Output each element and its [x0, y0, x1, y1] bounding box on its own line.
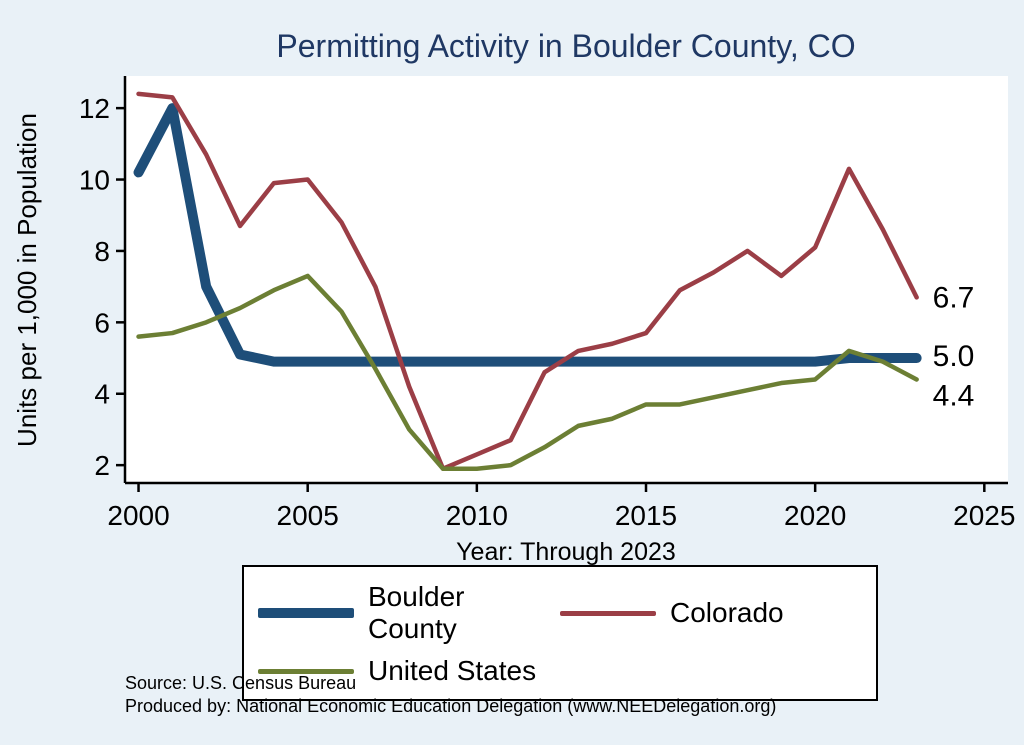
- legend-label: Boulder County: [368, 581, 465, 644]
- series-line-boulder_county: [133, 103, 922, 367]
- end-label-united_states: 4.4: [933, 379, 975, 412]
- boulder-county-line-swatch: [258, 608, 354, 618]
- axis-ticks: 2000 2005 2010 2015 2020 2025 2 4 6 8 10 12: [79, 93, 1016, 530]
- y-tick-label: 12: [79, 93, 110, 124]
- united-states-line-swatch: [258, 668, 354, 674]
- series-line-colorado: [136, 91, 919, 471]
- x-tick-label: 2025: [953, 500, 1015, 530]
- legend-item-colorado: Colorado: [560, 581, 862, 645]
- plot-background: [125, 76, 1008, 483]
- y-tick-label: 8: [94, 236, 110, 267]
- legend-item-boulder-county: Boulder County: [258, 581, 560, 645]
- x-tick-label: 2020: [784, 500, 846, 530]
- y-tick-label: 4: [94, 379, 110, 410]
- source-block: Source: U.S. Census Bureau Produced by: …: [125, 672, 776, 717]
- legend: Boulder County Colorado United States: [242, 565, 878, 701]
- x-tick-label: 2000: [107, 500, 169, 530]
- y-tick-label: 6: [94, 307, 110, 338]
- legend-label: Colorado: [670, 597, 784, 628]
- x-tick-label: 2010: [446, 500, 508, 530]
- end-label-colorado: 6.7: [933, 281, 975, 314]
- x-tick-label: 2015: [615, 500, 677, 530]
- end-label-boulder_county: 5.0: [933, 340, 975, 373]
- plot-area: 2000 2005 2010 2015 2020 2025 2 4 6 8 10 12 5.0 6.7 4…: [12, 76, 1016, 530]
- colorado-line-swatch: [560, 610, 656, 616]
- chart-title: Permitting Activity in Boulder County, C…: [276, 28, 856, 64]
- y-tick-label: 10: [79, 165, 110, 196]
- series-lines: [133, 91, 922, 471]
- y-axis-title: Units per 1,000 in Population: [12, 113, 42, 447]
- x-tick-label: 2005: [277, 500, 339, 530]
- legend-label: United States: [368, 655, 537, 686]
- series-line-united_states: [136, 273, 919, 471]
- legend-item-united-states: United States: [258, 655, 560, 687]
- series-end-labels: 5.0 6.7 4.4: [933, 281, 975, 412]
- x-axis-title: Year: Through 2023: [456, 538, 676, 566]
- source-line: Source: U.S. Census Bureau: [125, 673, 357, 693]
- y-tick-label: 2: [94, 450, 110, 481]
- produced-by-line: Produced by: National Economic Education…: [125, 695, 777, 716]
